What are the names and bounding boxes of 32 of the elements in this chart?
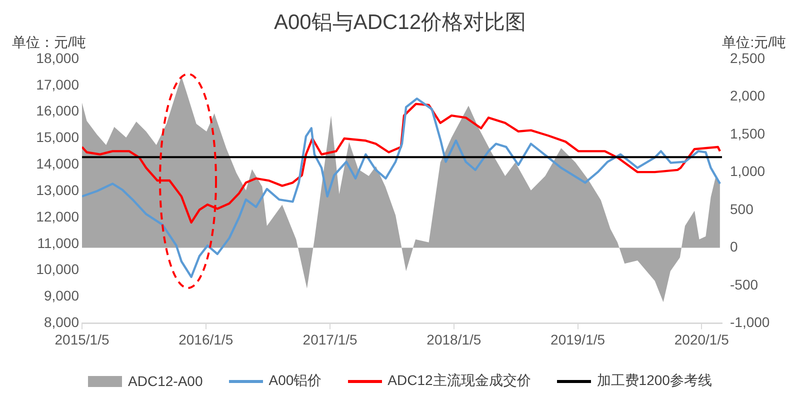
x-tick-label: 2017/1/5 [302,331,358,348]
y-tick-label: 14,000 [36,156,80,172]
y-tick-label: 12,000 [36,208,80,224]
y2-tick-label: -1,000 [730,314,770,330]
chart-title: A00铝与ADC12价格对比图 [274,11,526,34]
y-tick-label: 17,000 [36,76,80,92]
y-tick-label: 9,000 [44,288,80,304]
y-tick-label: 8,000 [44,314,80,330]
x-tick-label: 2016/1/5 [178,331,234,348]
legend-label: ADC12-A00 [128,373,203,389]
y2-axis-title: 单位:元/吨 [722,34,786,52]
legend-label: ADC12主流现金成交价 [388,372,531,390]
y2-tick-label: 500 [730,200,754,217]
x-tick-label: 2019/1/5 [550,331,606,348]
y-tick-label: 10,000 [36,261,80,278]
y2-tick-label: 2,000 [730,88,766,104]
legend-label: A00铝价 [268,372,322,390]
y-tick-label: 15,000 [36,129,80,146]
legend-label: 加工费1200参考线 [596,372,712,390]
x-tick-label: 2015/1/5 [54,331,110,348]
y-axis-title: 单位：元/吨 [12,34,86,52]
y2-tick-label: 1,000 [730,163,766,180]
y2-tick-label: -500 [730,276,758,292]
y-tick-label: 11,000 [37,234,80,251]
y2-tick-label: 1,500 [730,125,766,142]
y2-tick-label: 2,500 [730,50,766,66]
y-tick-label: 13,000 [36,182,80,198]
x-tick-label: 2020/1/5 [674,331,730,348]
y-tick-label: 18,000 [36,50,80,66]
x-tick-label: 2018/1/5 [426,331,482,348]
y2-tick-label: 0 [730,238,738,255]
y-tick-label: 16,000 [36,102,80,119]
